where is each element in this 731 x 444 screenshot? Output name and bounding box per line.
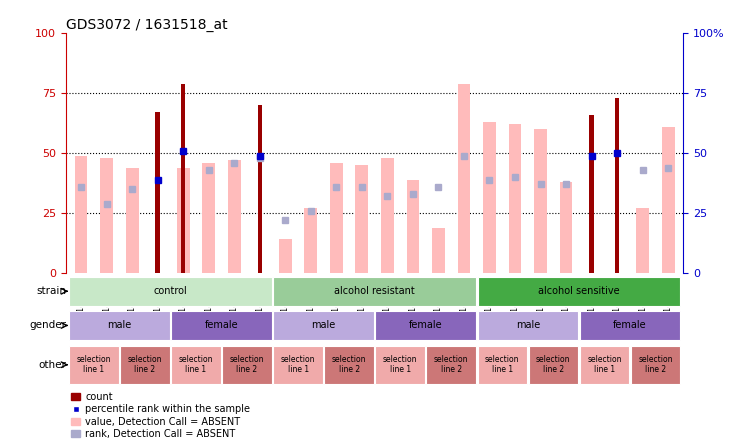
Bar bbox=[376, 346, 425, 384]
Bar bbox=[529, 346, 578, 384]
Bar bbox=[257, 105, 262, 273]
Bar bbox=[120, 346, 170, 384]
Text: male: male bbox=[515, 321, 540, 330]
Bar bbox=[202, 163, 215, 273]
Text: selection
line 1: selection line 1 bbox=[281, 355, 315, 374]
Bar bbox=[171, 311, 272, 340]
Bar bbox=[273, 346, 323, 384]
Bar bbox=[662, 127, 675, 273]
Bar bbox=[426, 346, 476, 384]
Bar bbox=[325, 346, 374, 384]
Bar bbox=[560, 182, 572, 273]
Bar bbox=[580, 311, 680, 340]
Text: selection
line 2: selection line 2 bbox=[638, 355, 673, 374]
Bar bbox=[69, 311, 170, 340]
Text: male: male bbox=[107, 321, 132, 330]
Text: female: female bbox=[205, 321, 238, 330]
Bar bbox=[69, 346, 118, 384]
Text: selection
line 2: selection line 2 bbox=[230, 355, 265, 374]
Bar bbox=[222, 346, 272, 384]
Bar bbox=[279, 239, 292, 273]
Bar bbox=[376, 311, 476, 340]
Text: selection
line 1: selection line 1 bbox=[485, 355, 520, 374]
Text: female: female bbox=[613, 321, 647, 330]
Bar bbox=[330, 163, 343, 273]
Bar bbox=[589, 115, 594, 273]
Text: strain: strain bbox=[37, 286, 67, 296]
Bar bbox=[509, 124, 521, 273]
Text: selection
line 2: selection line 2 bbox=[536, 355, 571, 374]
Text: selection
line 1: selection line 1 bbox=[383, 355, 417, 374]
Text: selection
line 2: selection line 2 bbox=[332, 355, 366, 374]
Bar bbox=[406, 179, 420, 273]
Bar bbox=[126, 167, 139, 273]
Text: selection
line 1: selection line 1 bbox=[178, 355, 213, 374]
Text: alcohol resistant: alcohol resistant bbox=[334, 286, 415, 296]
Bar bbox=[477, 311, 578, 340]
Bar bbox=[75, 155, 88, 273]
Bar bbox=[477, 346, 527, 384]
Bar bbox=[580, 346, 629, 384]
Bar bbox=[432, 227, 445, 273]
Bar bbox=[381, 158, 394, 273]
Bar bbox=[483, 122, 496, 273]
Bar bbox=[615, 98, 619, 273]
Text: gender: gender bbox=[29, 321, 67, 330]
Text: selection
line 1: selection line 1 bbox=[587, 355, 621, 374]
Text: selection
line 2: selection line 2 bbox=[434, 355, 469, 374]
Text: GDS3072 / 1631518_at: GDS3072 / 1631518_at bbox=[66, 18, 227, 32]
Bar bbox=[228, 160, 240, 273]
Bar bbox=[181, 83, 186, 273]
Bar bbox=[636, 208, 649, 273]
Bar bbox=[355, 165, 368, 273]
Text: selection
line 2: selection line 2 bbox=[128, 355, 162, 374]
Text: control: control bbox=[154, 286, 187, 296]
Bar bbox=[177, 167, 189, 273]
Bar bbox=[156, 112, 160, 273]
Text: male: male bbox=[311, 321, 336, 330]
Bar bbox=[69, 277, 272, 305]
Legend: count, percentile rank within the sample, value, Detection Call = ABSENT, rank, : count, percentile rank within the sample… bbox=[71, 392, 250, 439]
Bar bbox=[273, 311, 374, 340]
Bar bbox=[631, 346, 680, 384]
Bar bbox=[100, 158, 113, 273]
Bar bbox=[477, 277, 680, 305]
Text: alcohol sensitive: alcohol sensitive bbox=[538, 286, 620, 296]
Bar bbox=[171, 346, 221, 384]
Text: selection
line 1: selection line 1 bbox=[77, 355, 111, 374]
Bar bbox=[458, 83, 470, 273]
Bar bbox=[273, 277, 476, 305]
Text: other: other bbox=[39, 360, 67, 370]
Bar bbox=[534, 129, 547, 273]
Text: female: female bbox=[409, 321, 442, 330]
Bar bbox=[304, 208, 317, 273]
